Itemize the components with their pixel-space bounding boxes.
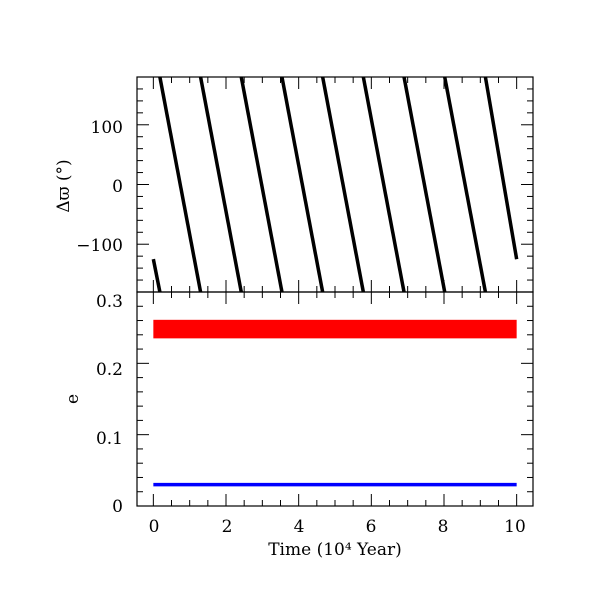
top-ticks — [137, 76, 533, 293]
precession-segment — [402, 76, 447, 293]
precession-segment — [280, 76, 325, 293]
precession-segment — [361, 76, 406, 293]
bottom-ylabel: e — [63, 394, 83, 404]
bottom-xtick-label: 6 — [366, 517, 377, 537]
top-ylabel: Δϖ (°) — [54, 159, 74, 212]
bottom-panel: 0 0.1 0.2 0.3 0 2 4 6 8 10 Time (10⁴ Yea… — [63, 291, 534, 560]
bottom-xlabel: Time (10⁴ Year) — [268, 540, 402, 560]
bottom-data-layer — [153, 319, 517, 487]
top-panel: 100 0 −100 Δϖ (°) — [54, 76, 534, 293]
bottom-ytick-label: 0.1 — [96, 429, 123, 449]
eccentricity-band-red — [153, 319, 517, 339]
precession-segment — [239, 76, 284, 293]
top-panel-frame — [136, 76, 534, 293]
top-ytick-label: 100 — [91, 118, 123, 138]
bottom-xtick-label: 4 — [294, 517, 305, 537]
top-ytick-label: 0 — [112, 177, 123, 197]
precession-segment — [198, 76, 243, 293]
bottom-xtick-label: 2 — [222, 517, 233, 537]
bottom-ytick-label: 0.2 — [96, 360, 123, 380]
top-data-layer — [151, 76, 519, 293]
bottom-xtick-label: 8 — [438, 517, 449, 537]
precession-segment — [320, 76, 366, 293]
precession-segment — [442, 76, 488, 293]
bottom-ytick-label: 0.3 — [96, 292, 123, 312]
bottom-xtick-label: 10 — [504, 517, 526, 537]
bottom-ytick-label: 0 — [112, 497, 123, 517]
bottom-ticks — [137, 291, 533, 507]
bottom-xtick-label: 0 — [149, 517, 160, 537]
precession-segment — [158, 76, 203, 293]
precession-segment — [483, 76, 519, 260]
precession-segment — [151, 258, 162, 293]
top-ytick-label: −100 — [76, 236, 123, 256]
